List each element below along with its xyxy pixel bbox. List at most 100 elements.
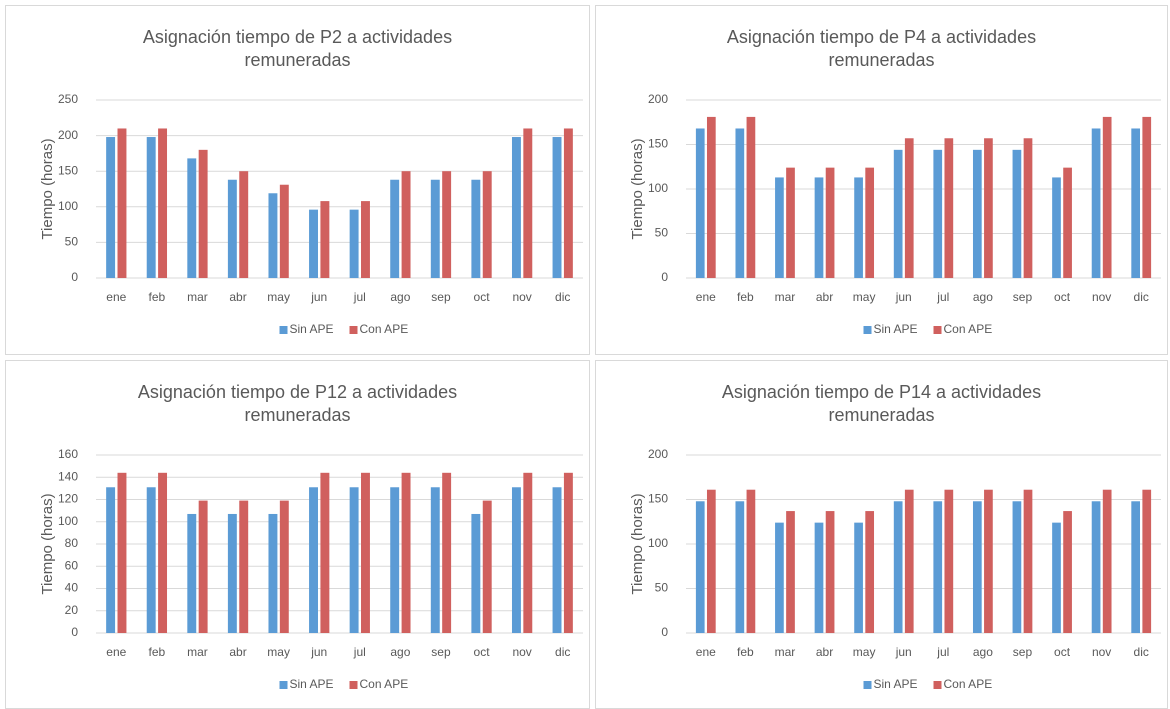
y-tick-label: 150 [58, 163, 78, 177]
x-tick-label: ago [973, 645, 993, 659]
y-tick-label: 0 [661, 270, 668, 284]
x-tick-label: ene [106, 290, 126, 304]
x-tick-label: jun [895, 290, 912, 304]
bar [854, 522, 863, 633]
bar [1012, 149, 1022, 278]
bar [390, 179, 400, 278]
chart: 0 50 100 150 200 Tiempo (horas) ene feb mar abr ma… [629, 447, 1161, 691]
bar [106, 487, 116, 633]
y-tick-label: 160 [58, 447, 78, 461]
x-tick-label: nov [512, 645, 531, 659]
bar [814, 177, 824, 278]
chart-panel: 0 50 100 150 200 Tiempo (horas) ene feb mar abr ma… [595, 5, 1168, 355]
x-tick-label: may [853, 290, 876, 304]
bar [933, 149, 943, 278]
bar [814, 522, 824, 633]
y-tick-label: 120 [58, 492, 78, 506]
legend-label: Sin APE [290, 677, 334, 691]
bar [735, 128, 745, 278]
bar [1023, 138, 1033, 278]
x-tick-label: ene [696, 290, 716, 304]
y-tick-label: 140 [58, 469, 78, 483]
y-tick-label: 0 [661, 625, 668, 639]
bar [865, 511, 875, 633]
x-tick-label: sep [431, 645, 451, 659]
bar [106, 137, 116, 278]
chart-title: Asignación tiempo de P12 a actividades r… [137, 382, 458, 425]
bar [523, 472, 533, 633]
chart-title: Asignación tiempo de P4 a actividades re… [726, 27, 1037, 70]
bar [279, 184, 289, 278]
x-tick-label: abr [229, 645, 246, 659]
bar [1063, 511, 1072, 633]
bar [361, 472, 370, 633]
bar [158, 472, 168, 633]
bar [746, 489, 756, 633]
bar [1102, 116, 1112, 278]
bar [511, 487, 521, 633]
bar [349, 209, 359, 278]
y-tick-label: 60 [65, 558, 79, 572]
x-tick-label: may [853, 645, 876, 659]
x-tick-label: oct [1054, 290, 1071, 304]
bar [933, 501, 943, 633]
y-tick-label: 250 [58, 92, 78, 106]
bar [735, 501, 745, 633]
x-tick-label: feb [737, 645, 754, 659]
y-tick-label: 100 [58, 199, 78, 213]
y-tick-label: 200 [648, 447, 668, 461]
bar [117, 128, 127, 278]
x-tick-label: sep [431, 290, 451, 304]
x-tick-label: jun [310, 290, 327, 304]
y-axis-label: Tiempo (horas) [629, 138, 646, 239]
bar [695, 128, 705, 278]
bar [1131, 128, 1141, 278]
legend-label: Sin APE [874, 677, 918, 691]
x-tick-label: dic [555, 290, 570, 304]
legend-label: Con APE [360, 322, 409, 336]
bar [482, 171, 492, 278]
bar [309, 487, 318, 633]
y-tick-label: 80 [65, 536, 79, 550]
y-tick-label: 100 [648, 181, 668, 195]
y-tick-label: 50 [655, 226, 669, 240]
x-tick-label: dic [555, 645, 570, 659]
x-tick-label: may [267, 290, 290, 304]
bar [904, 138, 914, 278]
bar [349, 487, 359, 633]
y-tick-label: 100 [58, 514, 78, 528]
chart: 0 50 100 150 200 250 Tiempo (horas) ene feb mar ab… [39, 92, 583, 336]
bar [1052, 522, 1061, 633]
bar [471, 513, 481, 633]
bar [786, 167, 795, 278]
x-tick-label: nov [512, 290, 531, 304]
y-tick-label: 100 [648, 536, 668, 550]
bar [893, 149, 903, 278]
bar [117, 472, 127, 633]
bar [187, 158, 197, 278]
x-tick-label: jun [895, 645, 912, 659]
bar [984, 489, 993, 633]
bar [775, 177, 784, 278]
legend-label: Sin APE [290, 322, 334, 336]
legend-swatch [933, 681, 942, 689]
bar [904, 489, 914, 633]
x-tick-label: feb [737, 290, 754, 304]
x-tick-label: abr [229, 290, 246, 304]
x-tick-label: ene [106, 645, 126, 659]
y-tick-label: 200 [58, 128, 78, 142]
x-tick-label: nov [1092, 645, 1111, 659]
x-tick-label: feb [149, 290, 166, 304]
bar [854, 177, 863, 278]
x-tick-label: nov [1092, 290, 1111, 304]
bar [239, 171, 249, 278]
legend-swatch [863, 681, 872, 689]
bar [563, 472, 573, 633]
bar [471, 179, 481, 278]
chart-panel: 0 20 40 60 80 100 120 140 160 Tiempo (horas) ene fe… [5, 360, 590, 709]
bar [1023, 489, 1033, 633]
bar [158, 128, 168, 278]
y-tick-label: 200 [648, 92, 668, 106]
x-tick-label: oct [474, 645, 491, 659]
